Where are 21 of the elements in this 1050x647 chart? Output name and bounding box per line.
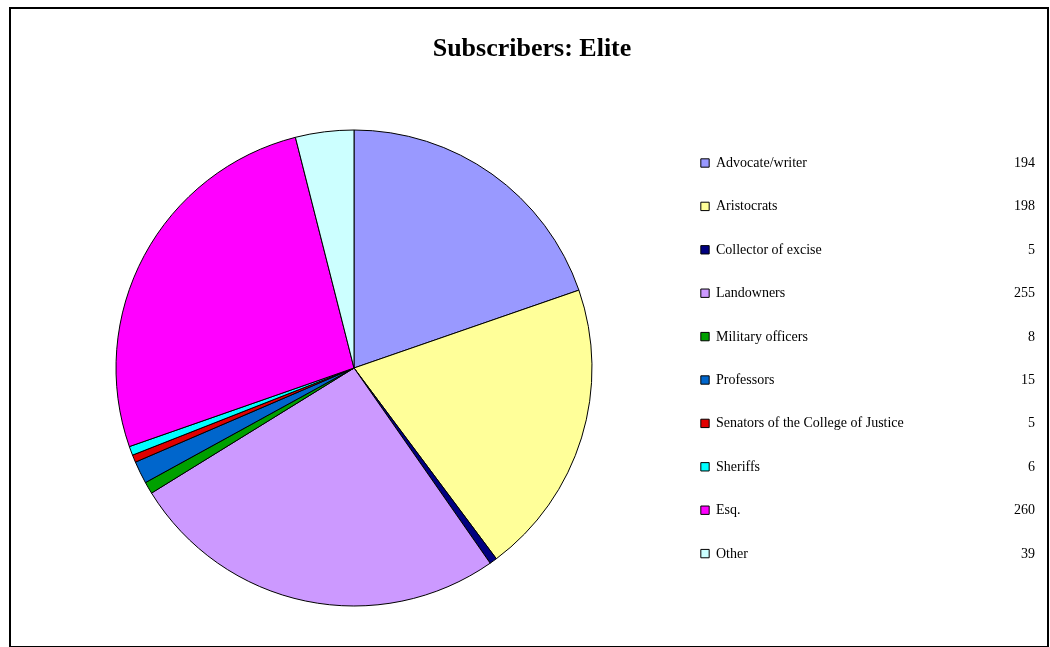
legend-label: Professors bbox=[716, 372, 775, 387]
data-label: 5 bbox=[1028, 241, 1035, 257]
data-label: 194 bbox=[1014, 155, 1035, 170]
data-label: 39 bbox=[1021, 545, 1035, 561]
legend-label: Other bbox=[716, 545, 749, 561]
data-label: 260 bbox=[1014, 502, 1035, 518]
data-label: 8 bbox=[1028, 328, 1035, 344]
data-label: 255 bbox=[1014, 285, 1035, 301]
legend-label: Military officers bbox=[716, 328, 808, 344]
legend-label: Esq. bbox=[716, 502, 741, 518]
legend-label: Aristocrats bbox=[716, 198, 778, 214]
legend-label: Collector of excise bbox=[716, 241, 822, 257]
legend-label: Senators of the College of Justice bbox=[716, 415, 904, 431]
data-label: 5 bbox=[1028, 415, 1035, 431]
data-label: 15 bbox=[1021, 372, 1035, 387]
data-label: 198 bbox=[1014, 198, 1035, 214]
data-label: 6 bbox=[1028, 458, 1035, 474]
legend-label: Advocate/writer bbox=[716, 155, 808, 170]
legend-label: Landowners bbox=[716, 285, 786, 301]
legend-label: Sheriffs bbox=[716, 458, 761, 474]
chart-title: Subscribers: Elite bbox=[432, 33, 632, 62]
